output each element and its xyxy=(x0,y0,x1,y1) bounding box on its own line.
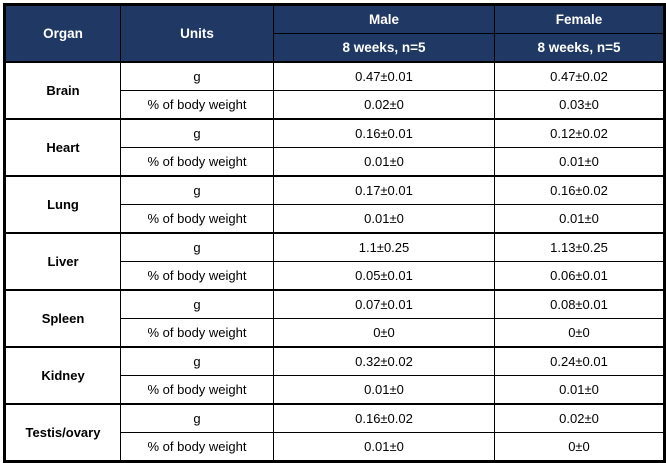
value-female-percent: 0.01±0 xyxy=(494,204,665,234)
unit-cell-g: g xyxy=(120,346,274,376)
organ-cell-brain: Brain xyxy=(4,61,121,120)
organ-cell-heart: Heart xyxy=(4,118,121,177)
value-male-percent: 0.01±0 xyxy=(273,432,495,462)
value-male-g: 0.16±0.01 xyxy=(273,118,495,148)
table-row: Brain g 0.47±0.01 0.47±0.02 xyxy=(4,61,665,120)
header-row-sub: 8 weeks, n=5 8 weeks, n=5 xyxy=(5,33,665,63)
value-male-percent: 0.02±0 xyxy=(273,90,495,120)
unit-cell-percent: % of body weight xyxy=(120,90,274,120)
value-female-percent: 0.01±0 xyxy=(494,375,665,405)
value-female-g: 0.47±0.02 xyxy=(494,61,665,91)
value-male-percent: 0±0 xyxy=(273,318,495,348)
value-male-g: 0.47±0.01 xyxy=(273,61,495,91)
table-row: % of body weight 0.01±0 0.01±0 xyxy=(5,204,665,234)
value-male-percent: 0.01±0 xyxy=(273,375,495,405)
value-female-g: 0.02±0 xyxy=(494,403,665,433)
table-row: % of body weight 0.05±0.01 0.06±0.01 xyxy=(5,261,665,291)
unit-cell-percent: % of body weight xyxy=(120,261,274,291)
value-female-percent: 0.06±0.01 xyxy=(494,261,665,291)
unit-cell-percent: % of body weight xyxy=(120,318,274,348)
value-male-g: 1.1±0.25 xyxy=(273,232,495,262)
value-female-percent: 0.01±0 xyxy=(494,147,665,177)
organ-cell-lung: Lung xyxy=(4,175,121,234)
header-organ: Organ xyxy=(4,4,121,63)
value-female-g: 0.08±0.01 xyxy=(494,289,665,319)
value-male-g: 0.16±0.02 xyxy=(273,403,495,433)
unit-cell-g: g xyxy=(120,403,274,433)
organ-cell-testis-ovary: Testis/ovary xyxy=(4,403,121,462)
value-male-percent: 0.01±0 xyxy=(273,204,495,234)
table-header: Organ Units Male Female 8 weeks, n=5 8 w… xyxy=(4,4,665,63)
organ-weights-table: Organ Units Male Female 8 weeks, n=5 8 w… xyxy=(3,3,666,463)
header-female: Female xyxy=(494,4,665,34)
table-body: Brain g 0.47±0.01 0.47±0.02 % of body we… xyxy=(4,61,665,462)
subheader-female: 8 weeks, n=5 xyxy=(494,33,665,63)
value-female-percent: 0±0 xyxy=(494,318,665,348)
unit-cell-g: g xyxy=(120,289,274,319)
unit-cell-percent: % of body weight xyxy=(120,432,274,462)
unit-cell-percent: % of body weight xyxy=(120,147,274,177)
header-units: Units xyxy=(120,4,274,63)
value-female-g: 1.13±0.25 xyxy=(494,232,665,262)
organ-cell-kidney: Kidney xyxy=(4,346,121,405)
value-female-percent: 0.03±0 xyxy=(494,90,665,120)
subheader-male: 8 weeks, n=5 xyxy=(273,33,495,63)
unit-cell-percent: % of body weight xyxy=(120,375,274,405)
table-row: Testis/ovary g 0.16±0.02 0.02±0 xyxy=(4,403,665,462)
value-male-percent: 0.05±0.01 xyxy=(273,261,495,291)
table-row: Kidney g 0.32±0.02 0.24±0.01 xyxy=(4,346,665,405)
unit-cell-g: g xyxy=(120,232,274,262)
table-row: Lung g 0.17±0.01 0.16±0.02 xyxy=(4,175,665,234)
organ-cell-liver: Liver xyxy=(4,232,121,291)
value-male-percent: 0.01±0 xyxy=(273,147,495,177)
unit-cell-g: g xyxy=(120,61,274,91)
unit-cell-g: g xyxy=(120,118,274,148)
header-male: Male xyxy=(273,4,495,34)
table-row: % of body weight 0±0 0±0 xyxy=(5,318,665,348)
unit-cell-percent: % of body weight xyxy=(120,204,274,234)
table-row: Liver g 1.1±0.25 1.13±0.25 xyxy=(4,232,665,291)
unit-cell-g: g xyxy=(120,175,274,205)
header-row-main: Organ Units Male Female xyxy=(4,4,665,63)
table-row: % of body weight 0.01±0 0.01±0 xyxy=(5,375,665,405)
table-row: % of body weight 0.01±0 0.01±0 xyxy=(5,147,665,177)
value-female-g: 0.24±0.01 xyxy=(494,346,665,376)
organ-cell-spleen: Spleen xyxy=(4,289,121,348)
table-row: % of body weight 0.01±0 0±0 xyxy=(5,432,665,462)
value-male-g: 0.17±0.01 xyxy=(273,175,495,205)
value-male-g: 0.07±0.01 xyxy=(273,289,495,319)
value-female-g: 0.16±0.02 xyxy=(494,175,665,205)
table-row: Heart g 0.16±0.01 0.12±0.02 xyxy=(4,118,665,177)
value-female-percent: 0±0 xyxy=(494,432,665,462)
value-male-g: 0.32±0.02 xyxy=(273,346,495,376)
value-female-g: 0.12±0.02 xyxy=(494,118,665,148)
table-row: % of body weight 0.02±0 0.03±0 xyxy=(5,90,665,120)
table-row: Spleen g 0.07±0.01 0.08±0.01 xyxy=(4,289,665,348)
